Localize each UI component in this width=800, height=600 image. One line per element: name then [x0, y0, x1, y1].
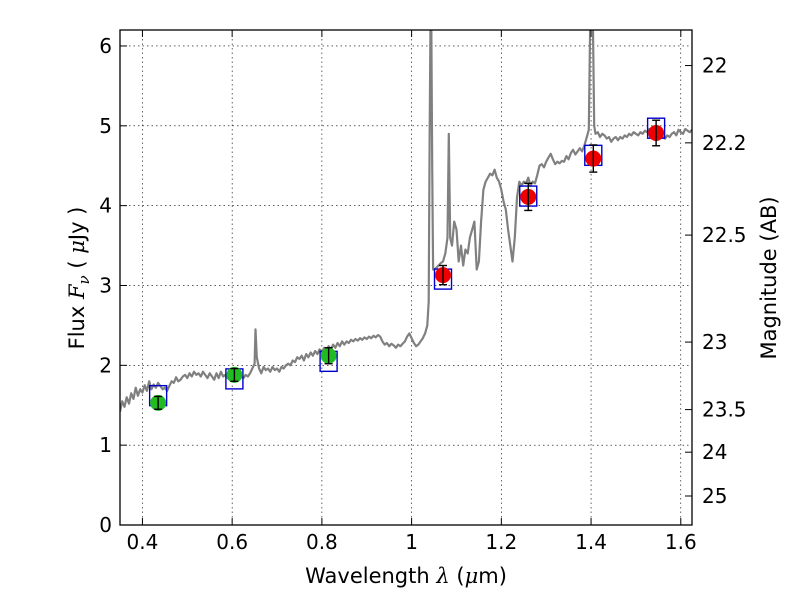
mag-tick-label: 25: [702, 484, 727, 508]
y-tick-label: 4: [99, 194, 112, 218]
y-tick-label: 0: [99, 513, 112, 537]
x-tick-label: 0.8: [306, 530, 338, 554]
mag-tick-label: 23: [702, 330, 727, 354]
grid: [120, 30, 692, 526]
mag-tick-label: 23.5: [702, 398, 747, 422]
spectrum-line: [120, 30, 692, 412]
mag-tick-label: 22: [702, 54, 727, 78]
plot-frame: [119, 29, 693, 526]
y-tick-label: 1: [99, 433, 112, 457]
x-tick-label: 0.4: [127, 530, 159, 554]
mag-tick-label: 24: [702, 440, 727, 464]
mag-tick-label: 22.5: [702, 223, 747, 247]
x-tick-label: 1.4: [575, 530, 607, 554]
x-tick-label: 1: [405, 530, 418, 554]
x-tick-label: 0.6: [216, 530, 248, 554]
mag-tick-label: 22.2: [702, 131, 747, 155]
y-tick-label: 2: [99, 353, 112, 377]
secondary-y-axis-title: Magnitude (AB): [757, 196, 781, 359]
ticks: 0.4 0.6 0.8 1 1.2 1.4 1.601234562222.222.52323…: [99, 30, 747, 554]
spectrum: [120, 30, 692, 412]
y-tick-label: 3: [99, 273, 112, 297]
x-tick-label: 1.2: [485, 530, 517, 554]
x-tick-label: 1.6: [665, 530, 697, 554]
observed-photometry: [150, 119, 665, 411]
y-tick-label: 5: [99, 114, 112, 138]
y-axis-title: Flux Fν ( μJy ): [65, 207, 94, 350]
y-tick-label: 6: [99, 34, 112, 58]
x-axis-title: Wavelength λ (μm): [305, 564, 507, 588]
